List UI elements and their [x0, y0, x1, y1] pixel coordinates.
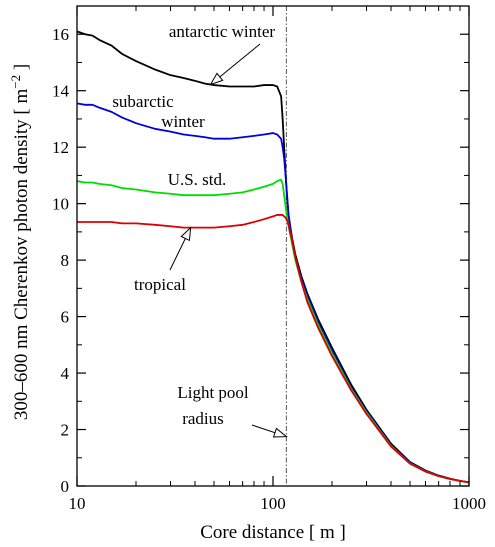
- y-axis-title-end: ]: [11, 64, 32, 75]
- y-tick-label: 6: [61, 308, 70, 327]
- x-axis-title: Core distance [ m ]: [200, 522, 346, 543]
- y-tick-label: 12: [52, 138, 69, 157]
- annotation-label: antarctic winter: [169, 22, 276, 41]
- plot-frame: [76, 5, 470, 487]
- annotation-arrow-head: [209, 72, 224, 86]
- annotation-label: tropical: [134, 275, 186, 294]
- y-tick-label: 16: [52, 25, 69, 44]
- annotation-arrow-head: [180, 226, 192, 242]
- y-tick-label: 14: [52, 82, 70, 101]
- series-line-2: [76, 178, 470, 484]
- annotation-label: subarctic: [112, 92, 174, 111]
- x-tick-label: 100: [260, 494, 286, 513]
- y-tick-label: 10: [52, 195, 69, 214]
- y-tick-label: 4: [61, 364, 70, 383]
- y-tick-label: 2: [61, 421, 70, 440]
- y-axis-title: 300–600 nm Cherenkov photon density [ m−…: [8, 64, 32, 420]
- annotation-label: Light pool: [177, 383, 249, 402]
- series-line-3: [77, 214, 470, 484]
- annotation-label: U.S. std.: [168, 170, 227, 189]
- axis-ticks: [76, 6, 470, 487]
- x-tick-label: 1000: [452, 494, 486, 513]
- annotation-label: winter: [161, 112, 205, 131]
- tick-labels: 0 2 4 6 8 10 12 14 16 10 100 1000: [52, 25, 486, 513]
- y-axis-title-superscript: −2: [8, 75, 23, 89]
- y-axis-title-main: 300–600 nm Cherenkov photon density [ m: [11, 89, 32, 421]
- annotation-arrow-head: [272, 427, 288, 438]
- plot-content: [76, 6, 470, 486]
- x-tick-label: 10: [69, 494, 86, 513]
- annotation-label: radius: [182, 409, 224, 428]
- y-tick-label: 8: [61, 251, 70, 270]
- y-tick-label: 0: [61, 477, 70, 496]
